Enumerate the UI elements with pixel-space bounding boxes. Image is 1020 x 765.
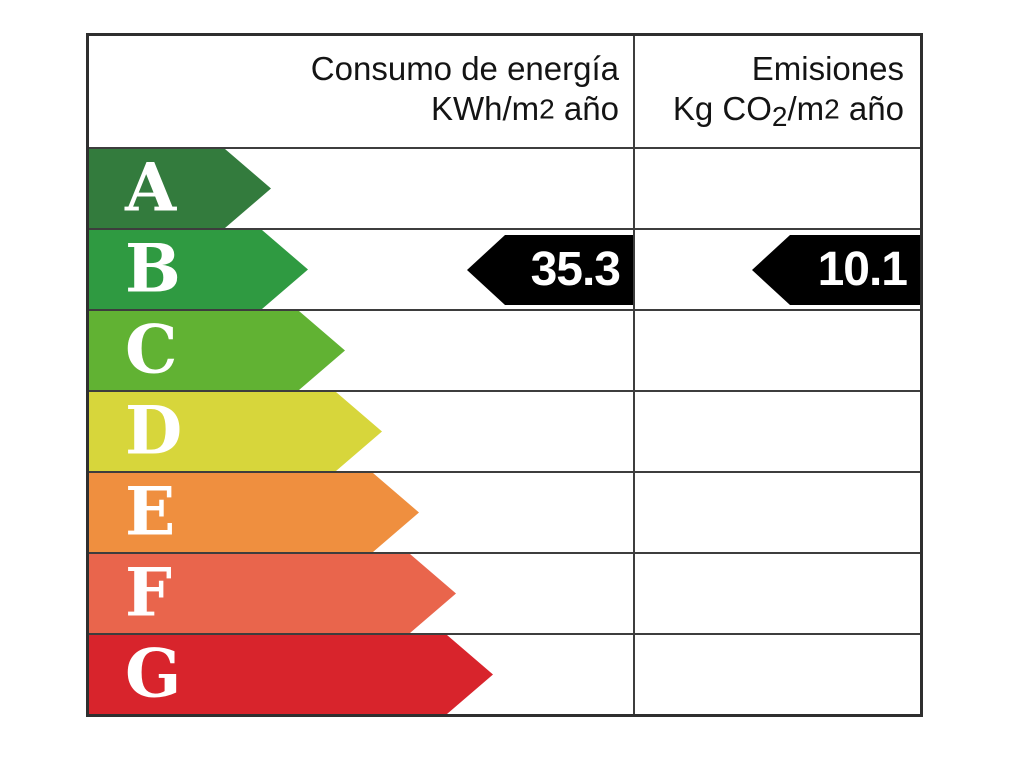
rating-letter-b: B [125,228,181,307]
consumption-header-line2: KWh/m2 año [430,90,619,127]
rating-arrow-f [89,554,456,633]
rating-row-b: B 35.3 10.1 [89,228,920,309]
rating-row-d: D [89,390,920,471]
energy-certificate-table: Consumo de energía KWh/m2 año Emisiones … [86,33,923,717]
emissions-value: 10.1 [817,242,908,296]
rating-row-a: A [89,147,920,228]
emissions-header-line1: Emisiones [751,50,904,87]
rating-letter-d: D [125,390,183,469]
rating-arrow-g [89,635,493,714]
rating-arrow-a [89,149,271,228]
emissions-column-header: Emisiones Kg CO2/m2 año [635,36,920,147]
emissions-value-marker: 10.1 [752,234,920,305]
rating-letter-f: F [125,552,172,631]
rating-arrow-d [89,392,382,471]
rating-arrow-c [89,311,345,390]
rating-row-g: G [89,633,920,714]
rating-letter-a: A [125,147,177,226]
emissions-header-line2: Kg CO2/m2 año [672,90,904,133]
consumption-value-marker: 35.3 [467,234,633,305]
consumption-column-header: Consumo de energía KWh/m2 año [89,36,635,147]
rating-letter-e: E [125,471,176,550]
rating-arrow-e [89,473,419,552]
rating-letter-g: G [125,633,182,712]
rating-rows: A B 35.3 10.1 C D [89,147,920,714]
rating-row-c: C [89,309,920,390]
consumption-marker-arrow-icon [467,234,633,305]
consumption-header-line1: Consumo de energía [310,50,619,87]
rating-letter-c: C [125,309,178,388]
rating-row-e: E [89,471,920,552]
emissions-marker-arrow-icon [752,234,920,305]
rating-row-f: F [89,552,920,633]
consumption-value: 35.3 [530,242,621,296]
table-header: Consumo de energía KWh/m2 año Emisiones … [89,36,920,149]
column-divider [633,36,635,714]
rating-arrow-b [89,230,308,309]
